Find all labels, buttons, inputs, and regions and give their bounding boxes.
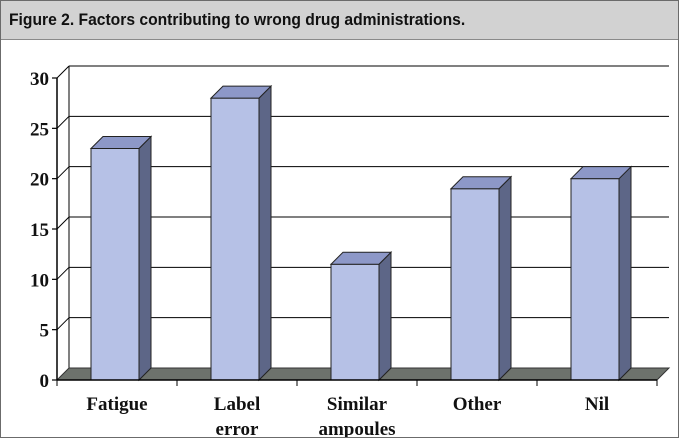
- x-category-label: Other: [453, 394, 502, 415]
- x-category-label: Fatigue: [86, 394, 147, 415]
- bar-chart: 0 5 10 15 20 25 30 Fatigue Label error Similar ampo…: [30, 65, 671, 437]
- title-bar: Figure 2. Factors contributing to wrong …: [1, 1, 678, 40]
- gridline-side: [56, 216, 70, 230]
- bar: [210, 97, 260, 381]
- bar-side: [138, 135, 152, 382]
- y-tick-label: 30: [30, 69, 49, 90]
- x-category-label: ampoules: [318, 419, 395, 437]
- y-tick-label: 10: [30, 270, 49, 291]
- y-tick-label: 15: [30, 220, 49, 241]
- x-category-label: Nil: [585, 394, 609, 415]
- bar-top: [569, 166, 633, 180]
- x-category-label: Label: [214, 394, 260, 415]
- x-category-label: error: [216, 419, 259, 437]
- bar-top: [209, 85, 273, 99]
- bar-side: [618, 165, 632, 382]
- y-tick-label: 5: [40, 321, 50, 342]
- gridline-side: [56, 266, 70, 280]
- bar: [90, 147, 140, 381]
- y-tick-label: 25: [30, 119, 49, 140]
- bar: [450, 188, 500, 381]
- bar-side: [498, 175, 512, 382]
- gridline-side: [56, 317, 70, 331]
- bar: [330, 263, 380, 381]
- bar-top: [449, 176, 513, 190]
- y-tick-label: 20: [30, 170, 49, 191]
- x-category-label: Similar: [327, 394, 388, 415]
- gridline-side: [56, 166, 70, 180]
- gridline-side: [56, 115, 70, 129]
- bar: [570, 178, 620, 381]
- bar-top: [89, 135, 153, 149]
- bar-top: [329, 251, 393, 265]
- bar-side: [378, 251, 392, 382]
- figure-title: Figure 2. Factors contributing to wrong …: [9, 10, 466, 29]
- bar-side: [258, 84, 272, 382]
- y-tick-label: 0: [40, 371, 50, 392]
- gridline-side: [56, 65, 70, 79]
